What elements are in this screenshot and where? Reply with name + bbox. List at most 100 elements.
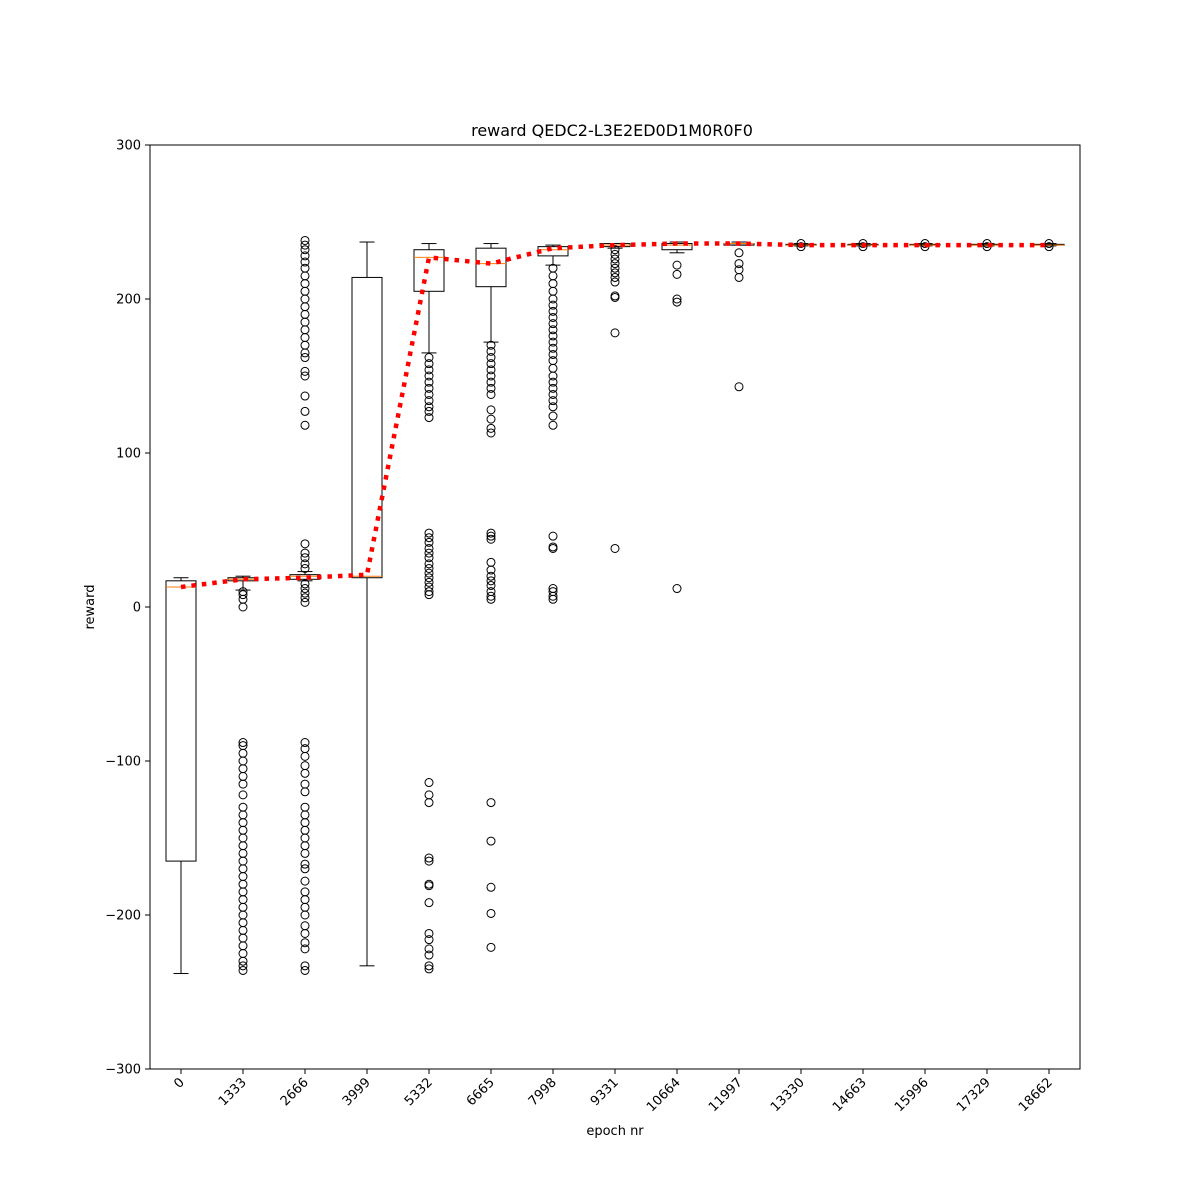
box-flier (610, 543, 620, 553)
box-flier (424, 365, 434, 375)
box-flier (300, 420, 310, 430)
box-flier (424, 928, 434, 938)
x-tick-label: 1333 (216, 1075, 250, 1109)
x-tick-label: 11997 (706, 1075, 746, 1115)
box-flier (486, 383, 496, 393)
x-tick-label: 9331 (588, 1075, 622, 1109)
box-flier (548, 543, 558, 553)
box-flier (424, 528, 434, 538)
box-flier (610, 292, 620, 302)
box-flier (424, 582, 434, 592)
x-axis-label: epoch nr (586, 1124, 644, 1139)
box-flier (486, 531, 496, 541)
box-flier (424, 778, 434, 788)
y-axis-label: reward (83, 584, 98, 629)
box-flier (424, 798, 434, 808)
box-flier (300, 744, 310, 754)
box-flier (300, 553, 310, 563)
box-flier (238, 864, 248, 874)
box-flier (610, 263, 620, 273)
x-tick-label: 0 (171, 1075, 187, 1091)
box-flier (424, 950, 434, 960)
box-flier (548, 531, 558, 541)
box-body (475, 247, 507, 288)
x-tick-label: 13330 (768, 1075, 808, 1115)
y-tick-label: 200 (116, 293, 141, 308)
box-flier (238, 590, 248, 600)
box-flier (300, 333, 310, 342)
box-flier (424, 537, 434, 547)
box-flier (424, 396, 434, 406)
box-flier (486, 798, 496, 808)
box-flier (300, 371, 310, 381)
box-flier (300, 902, 310, 912)
box-flier (300, 779, 310, 789)
box-flier (300, 928, 310, 938)
box-flier (300, 864, 310, 874)
box-flier (300, 271, 310, 281)
box-flier (486, 565, 496, 575)
box-flier (300, 286, 310, 296)
box-flier (548, 294, 558, 304)
box-flier (424, 371, 434, 381)
y-tick-label: −100 (105, 755, 141, 770)
box-flier (424, 564, 434, 573)
box-flier (238, 771, 248, 781)
box-body (289, 574, 321, 580)
box-flier (300, 944, 310, 954)
box-flier (1044, 242, 1054, 252)
box-flier (548, 591, 558, 601)
box-flier (672, 297, 682, 307)
box-flier (300, 938, 310, 948)
box-flier (238, 833, 248, 843)
box-flier (424, 406, 434, 416)
box-flier (300, 841, 310, 851)
box-flier (548, 594, 558, 604)
box-flier (610, 254, 620, 264)
box-body (413, 249, 445, 292)
box-flier (424, 590, 434, 600)
box-flier (300, 391, 310, 401)
box-flier (610, 268, 620, 278)
box-flier (300, 818, 310, 828)
y-tick-label: −200 (105, 909, 141, 924)
box-flier (424, 961, 434, 971)
box-flier (300, 279, 310, 289)
box-flier (424, 548, 434, 558)
box-flier (610, 272, 620, 282)
box-flier (486, 908, 496, 918)
box-flier (486, 405, 496, 415)
box-flier (734, 265, 744, 275)
box-flier (424, 383, 434, 393)
box-flier (548, 300, 558, 310)
box-flier (424, 389, 434, 399)
box-flier (610, 259, 620, 269)
box-flier (300, 787, 310, 797)
box-flier (300, 559, 310, 569)
box-flier (610, 245, 620, 255)
box-flier (300, 348, 310, 358)
box-flier (300, 366, 310, 376)
box-flier (300, 309, 310, 319)
x-tick-label: 3999 (340, 1075, 374, 1109)
box-flier (672, 294, 682, 304)
box-flier (300, 564, 310, 573)
box-flier (424, 881, 434, 891)
x-tick-label: 5332 (402, 1075, 436, 1109)
box-flier (858, 239, 868, 249)
box-flier (424, 559, 434, 569)
box-flier (300, 825, 310, 835)
box-flier (300, 876, 310, 886)
x-tick-label: 7998 (526, 1075, 560, 1109)
box-flier (486, 428, 496, 438)
box-flier (486, 423, 496, 433)
plot-frame (149, 144, 1081, 1070)
box-flier (300, 588, 310, 598)
box-flier (548, 319, 558, 329)
box-flier (548, 325, 558, 335)
box-flier (610, 277, 620, 287)
box-flier (424, 935, 434, 945)
box-flier (300, 597, 310, 607)
box-body (351, 276, 383, 579)
